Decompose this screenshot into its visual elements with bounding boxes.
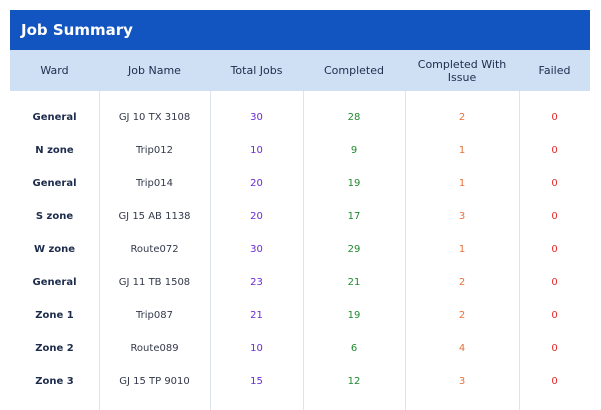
cell-ward: S zone [35, 211, 74, 222]
column-header-ward[interactable]: Ward [40, 64, 69, 77]
cell-job-name: Trip014 [136, 178, 173, 189]
table-header: Ward Job Name Total Jobs Completed Compl… [10, 50, 590, 91]
table-row[interactable]: Zone 1 Trip087 21 19 2 0 [10, 299, 590, 332]
cell-completed-with-issue: 2 [458, 277, 466, 288]
cell-job-name: Route072 [130, 244, 179, 255]
table-row[interactable]: N zone Trip012 10 9 1 0 [10, 134, 590, 167]
cell-ward: General [32, 277, 77, 288]
cell-failed: 0 [551, 310, 558, 321]
cell-total-jobs: 10 [250, 343, 263, 354]
cell-completed-with-issue: 4 [458, 343, 466, 354]
cell-failed: 0 [551, 376, 558, 387]
cell-completed: 19 [347, 178, 361, 189]
table-row[interactable]: Zone 3 GJ 15 TP 9010 15 12 3 0 [10, 365, 590, 398]
table-row[interactable]: S zone GJ 15 AB 1138 20 17 3 0 [10, 200, 590, 233]
cell-total-jobs: 15 [250, 376, 263, 387]
cell-completed: 12 [347, 376, 361, 387]
table-row[interactable]: General GJ 10 TX 3108 30 28 2 0 [10, 101, 590, 134]
cell-failed: 0 [551, 112, 558, 123]
cell-ward: General [32, 112, 77, 123]
cell-completed: 29 [347, 244, 361, 255]
column-header-total-jobs[interactable]: Total Jobs [230, 64, 283, 77]
cell-ward: Zone 3 [35, 376, 74, 387]
cell-completed-with-issue: 1 [458, 244, 466, 255]
cell-failed: 0 [551, 343, 558, 354]
cell-completed: 19 [347, 310, 361, 321]
cell-completed: 9 [350, 145, 358, 156]
cell-ward: W zone [33, 244, 76, 255]
cell-total-jobs: 21 [250, 310, 263, 321]
cell-ward: Zone 2 [35, 343, 74, 354]
cell-completed-with-issue: 3 [458, 211, 466, 222]
cell-completed: 17 [347, 211, 361, 222]
job-summary-card: Job Summary Ward Job Name Total Jobs Com… [10, 10, 590, 410]
cell-completed-with-issue: 2 [458, 310, 466, 321]
cell-completed: 28 [347, 112, 361, 123]
cell-job-name: GJ 10 TX 3108 [118, 112, 191, 123]
column-header-completed[interactable]: Completed [324, 64, 384, 77]
cell-failed: 0 [551, 211, 558, 222]
cell-completed: 6 [350, 343, 358, 354]
table-row[interactable]: General GJ 11 TB 1508 23 21 2 0 [10, 266, 590, 299]
cell-failed: 0 [551, 178, 558, 189]
cell-ward: General [32, 178, 77, 189]
cell-job-name: Route089 [130, 343, 179, 354]
cell-job-name: Trip012 [136, 145, 173, 156]
cell-total-jobs: 23 [250, 277, 263, 288]
cell-completed-with-issue: 3 [458, 376, 466, 387]
card-title: Job Summary [10, 10, 590, 50]
cell-completed-with-issue: 1 [458, 145, 466, 156]
cell-job-name: GJ 15 AB 1138 [118, 211, 191, 222]
cell-completed-with-issue: 1 [458, 178, 466, 189]
cell-ward: Zone 1 [35, 310, 74, 321]
table-body: General GJ 10 TX 3108 30 28 2 0 N zone T… [10, 101, 590, 398]
cell-total-jobs: 20 [250, 178, 263, 189]
cell-total-jobs: 30 [250, 244, 263, 255]
table-row[interactable]: Zone 2 Route089 10 6 4 0 [10, 332, 590, 365]
cell-total-jobs: 10 [250, 145, 263, 156]
table-row[interactable]: W zone Route072 30 29 1 0 [10, 233, 590, 266]
cell-job-name: GJ 15 TP 9010 [119, 376, 190, 387]
column-header-completed-with-issue[interactable]: Completed With Issue [417, 57, 507, 84]
cell-job-name: GJ 11 TB 1508 [118, 277, 191, 288]
cell-failed: 0 [551, 277, 558, 288]
cell-total-jobs: 20 [250, 211, 263, 222]
cell-failed: 0 [551, 244, 558, 255]
column-header-job-name[interactable]: Job Name [128, 64, 181, 77]
cell-failed: 0 [551, 145, 558, 156]
cell-job-name: Trip087 [136, 310, 173, 321]
cell-ward: N zone [35, 145, 74, 156]
cell-total-jobs: 30 [250, 112, 263, 123]
cell-completed-with-issue: 2 [458, 112, 466, 123]
cell-completed: 21 [347, 277, 361, 288]
column-header-failed[interactable]: Failed [538, 64, 571, 77]
table-row[interactable]: General Trip014 20 19 1 0 [10, 167, 590, 200]
